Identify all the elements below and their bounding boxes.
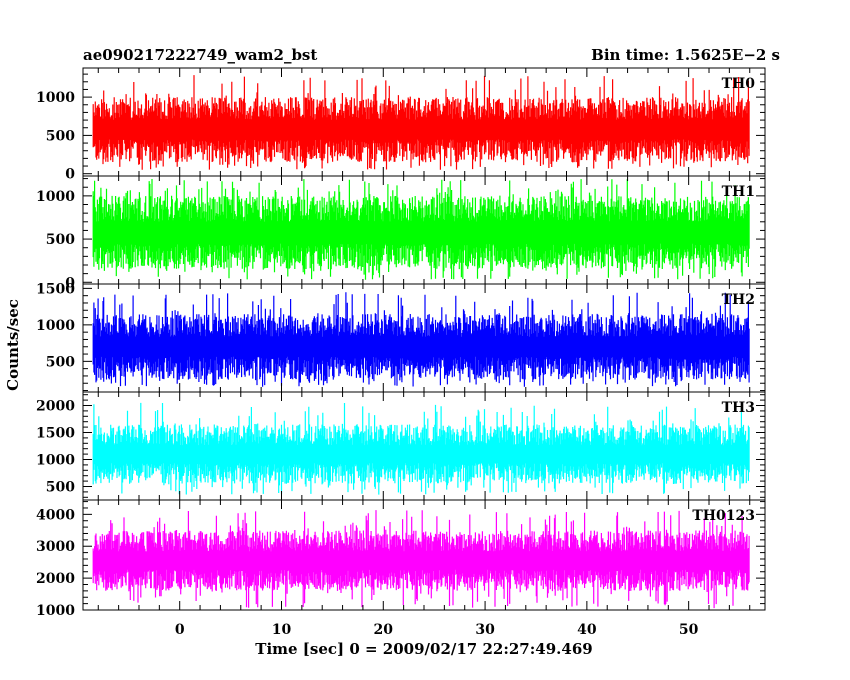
y-tick-label: 1000 <box>36 318 75 334</box>
y-tick-label: 0 <box>65 167 75 183</box>
bin-time-label: Bin time: 1.5625E−2 s <box>591 46 780 64</box>
panel-th3: 500 1000 1500 2000 TH3 <box>36 391 766 501</box>
chart-title: ae090217222749_wam2_bst <box>83 46 317 64</box>
y-tick-label: 3000 <box>36 539 75 555</box>
panel-th0: 0 500 1000 TH0 <box>36 67 766 183</box>
panel-label: TH0 <box>722 76 756 92</box>
y-tick-label: 2000 <box>36 571 75 587</box>
y-tick-label: 1500 <box>36 281 75 297</box>
panel-label: TH3 <box>722 400 755 416</box>
y-tick-label: 500 <box>46 480 75 496</box>
y-tick-label: 1000 <box>36 189 75 205</box>
panel-label: TH2 <box>722 292 755 308</box>
panel-label: TH1 <box>722 184 755 200</box>
x-axis-ticks: 0 10 20 30 40 50 <box>175 622 699 638</box>
panel-th1: 0 500 1000 TH1 <box>36 175 766 291</box>
x-tick-label: 20 <box>374 622 394 638</box>
x-axis-label: Time [sec] 0 = 2009/02/17 22:27:49.469 <box>255 640 592 658</box>
x-tick-label: 0 <box>175 622 185 638</box>
panels: 0 500 1000 TH0 0 500 1000 TH1 500 1000 1500 TH2 500 1… <box>36 67 766 619</box>
y-tick-label: 500 <box>46 232 75 248</box>
panel-th0123: 1000 2000 3000 4000 TH0123 <box>36 499 766 619</box>
x-tick-label: 10 <box>272 622 292 638</box>
x-tick-label: 30 <box>475 622 495 638</box>
series-th0 <box>92 75 750 170</box>
series-th2 <box>92 292 750 387</box>
y-axis-label: Counts/sec <box>4 299 22 391</box>
y-tick-label: 1000 <box>36 90 75 106</box>
y-tick-label: 4000 <box>36 507 75 523</box>
y-tick-label: 500 <box>46 128 75 144</box>
series-th1 <box>92 179 750 280</box>
series-th3 <box>92 402 750 495</box>
x-tick-label: 50 <box>679 622 699 638</box>
x-tick-label: 40 <box>577 622 597 638</box>
series-th0123 <box>92 510 750 609</box>
y-tick-label: 0 <box>65 275 75 291</box>
panel-label: TH0123 <box>692 508 755 524</box>
y-tick-label: 1500 <box>36 426 75 442</box>
y-tick-label: 500 <box>46 354 75 370</box>
y-tick-label: 1000 <box>36 603 75 619</box>
y-tick-label: 1000 <box>36 453 75 469</box>
panel-th2: 500 1000 1500 TH2 <box>36 281 766 393</box>
y-tick-label: 2000 <box>36 399 75 415</box>
